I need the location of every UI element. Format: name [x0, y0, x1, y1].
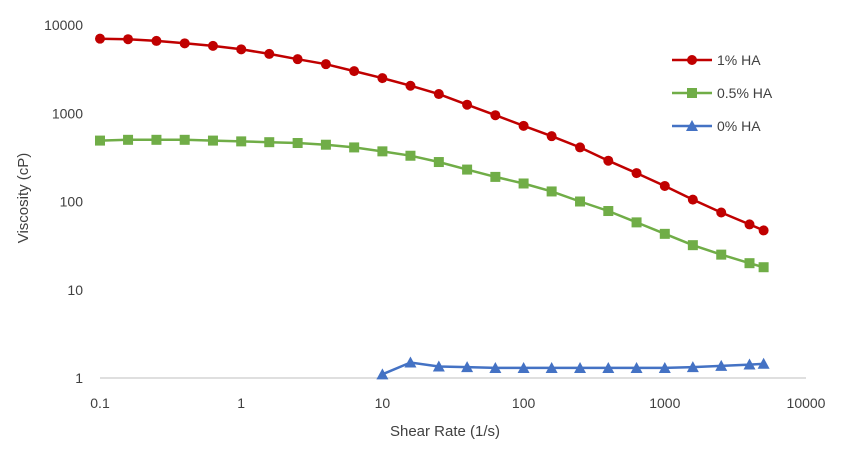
series-0-5-ha — [95, 134, 769, 273]
data-point-0-5-ha — [349, 142, 360, 153]
data-point-1-ha — [744, 219, 755, 230]
data-point-0-5-ha — [716, 249, 727, 260]
data-point-0-ha — [517, 361, 530, 373]
legend-marker-1-ha — [687, 55, 697, 65]
legend-label-0-ha: 0% HA — [717, 118, 761, 134]
data-point-0-5-ha — [631, 217, 642, 228]
data-point-1-ha — [758, 225, 769, 236]
data-point-0-ha — [461, 361, 474, 373]
data-point-0-5-ha — [405, 150, 416, 161]
data-point-1-ha — [349, 66, 360, 77]
data-point-0-5-ha — [236, 136, 247, 147]
legend-item-0-ha: 0% HA — [672, 118, 761, 134]
legend: 1% HA 0.5% HA 0% HA — [672, 52, 773, 134]
y-tick-label: 10 — [67, 282, 83, 298]
data-point-0-5-ha — [518, 178, 529, 189]
data-point-0-5-ha — [659, 228, 670, 239]
data-point-0-ha — [686, 361, 699, 373]
x-tick-label: 10 — [375, 395, 391, 411]
data-point-1-ha — [95, 33, 105, 44]
legend-item-0-5-ha: 0.5% HA — [672, 85, 773, 101]
y-tick-label: 1 — [75, 370, 83, 386]
x-axis-ticks: 0.1 1 10 100 1000 10000 — [90, 395, 825, 411]
data-point-0-5-ha — [179, 134, 190, 145]
data-point-0-ha — [715, 359, 728, 371]
data-point-0-ha — [489, 361, 502, 373]
y-tick-label: 100 — [60, 194, 84, 210]
x-tick-label: 1 — [237, 395, 245, 411]
data-point-0-ha — [545, 361, 558, 373]
data-point-0-5-ha — [377, 146, 388, 157]
data-point-0-5-ha — [264, 137, 275, 148]
series-layer — [95, 33, 770, 380]
data-point-0-5-ha — [546, 186, 557, 197]
data-point-1-ha — [659, 180, 670, 191]
data-point-0-ha — [376, 368, 389, 380]
data-point-1-ha — [546, 131, 557, 142]
data-point-1-ha — [123, 34, 134, 45]
legend-marker-0-5-ha — [687, 88, 697, 98]
data-point-0-5-ha — [758, 262, 769, 273]
data-point-0-5-ha — [744, 258, 755, 269]
data-point-0-5-ha — [123, 134, 134, 145]
data-point-0-5-ha — [151, 134, 162, 145]
data-point-1-ha — [292, 54, 303, 65]
legend-label-1-ha: 1% HA — [717, 52, 761, 68]
data-point-0-ha — [574, 361, 587, 373]
x-tick-label: 1000 — [649, 395, 680, 411]
data-point-0-5-ha — [207, 135, 218, 146]
data-point-0-5-ha — [292, 138, 303, 149]
data-point-1-ha — [179, 38, 190, 49]
data-point-1-ha — [518, 120, 529, 131]
legend-label-0-5-ha: 0.5% HA — [717, 85, 773, 101]
data-point-0-ha — [432, 360, 445, 372]
data-point-0-5-ha — [320, 139, 331, 150]
x-tick-label: 100 — [512, 395, 536, 411]
data-point-1-ha — [433, 89, 444, 100]
data-point-0-ha — [743, 358, 756, 370]
data-point-0-5-ha — [95, 135, 105, 146]
y-tick-label: 10000 — [44, 17, 83, 33]
x-tick-label: 10000 — [787, 395, 826, 411]
data-point-0-ha — [404, 356, 417, 368]
data-point-1-ha — [207, 40, 218, 51]
data-point-0-5-ha — [603, 206, 614, 217]
data-point-1-ha — [151, 35, 162, 46]
series-line-1-ha — [99, 37, 765, 232]
series-0-ha — [376, 356, 770, 380]
data-point-1-ha — [405, 80, 416, 91]
data-point-0-5-ha — [433, 157, 444, 168]
data-point-1-ha — [575, 142, 586, 153]
series-line-0-5-ha — [99, 138, 764, 269]
data-point-0-ha — [630, 361, 643, 373]
y-axis-ticks: 1 10 100 1000 10000 — [44, 17, 83, 386]
data-point-0-5-ha — [462, 164, 473, 175]
data-point-0-5-ha — [687, 240, 698, 251]
data-point-1-ha — [377, 73, 388, 84]
data-point-1-ha — [320, 59, 331, 70]
data-point-0-5-ha — [490, 171, 501, 182]
series-1-ha — [95, 33, 769, 236]
data-point-0-ha — [757, 357, 770, 369]
data-point-1-ha — [490, 110, 501, 121]
data-point-0-ha — [658, 361, 671, 373]
x-axis-title: Shear Rate (1/s) — [390, 423, 500, 440]
data-point-1-ha — [716, 207, 727, 218]
legend-marker-0-ha — [686, 120, 698, 131]
x-tick-label: 0.1 — [90, 395, 110, 411]
data-point-1-ha — [603, 155, 614, 166]
data-point-1-ha — [264, 48, 275, 59]
y-tick-label: 1000 — [52, 105, 83, 121]
data-point-0-5-ha — [575, 196, 586, 207]
data-point-1-ha — [236, 44, 247, 55]
legend-item-1-ha: 1% HA — [672, 52, 761, 68]
y-axis-title: Viscosity (cP) — [15, 153, 32, 244]
data-point-1-ha — [687, 194, 698, 205]
data-point-0-ha — [602, 361, 615, 373]
data-point-1-ha — [462, 99, 473, 110]
data-point-1-ha — [631, 168, 642, 179]
